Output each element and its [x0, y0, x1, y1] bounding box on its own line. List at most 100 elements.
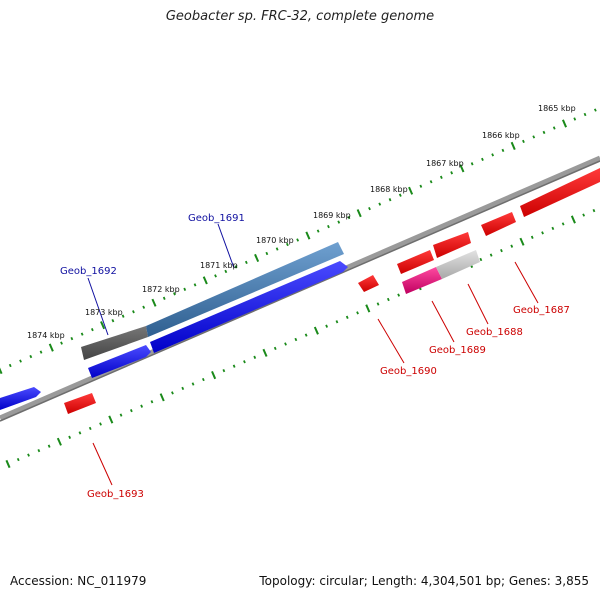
gene-label-1689[interactable]: Geob_1689: [429, 345, 486, 356]
scale-label-1867: 1867 kbp: [426, 159, 464, 168]
gene-forward-1691[interactable]: [150, 261, 348, 353]
lower-scale-tick: [262, 348, 268, 357]
gene-label-1691[interactable]: Geob_1691: [188, 213, 245, 224]
upper-scale-tick: [378, 202, 382, 206]
scale-label-1870: 1870 kbp: [256, 236, 294, 245]
lower-scale-tick: [171, 391, 174, 395]
gene-label-1692[interactable]: Geob_1692: [60, 266, 117, 277]
callout-line-1692: [87, 277, 109, 336]
lower-scale-tick: [592, 208, 596, 213]
lower-scale-tick: [582, 213, 586, 217]
upper-scale-tick: [29, 354, 33, 359]
upper-scale-tick: [80, 332, 84, 336]
lower-scale-tick: [150, 400, 154, 404]
callout-line-1688: [467, 283, 489, 325]
upper-scale-tick: [285, 242, 289, 247]
lower-scale-tick: [119, 413, 123, 417]
gene-reverse-1690[interactable]: [358, 275, 379, 292]
upper-scale-tick: [265, 251, 269, 256]
gene-reverse-1688[interactable]: [436, 250, 480, 279]
lower-scale-tick: [500, 248, 503, 253]
lower-scale-tick: [335, 320, 339, 324]
callout-line-1691: [217, 223, 235, 269]
lower-scale-tick: [313, 326, 319, 335]
lower-scale-tick: [232, 364, 236, 368]
upper-scale-tick: [561, 119, 568, 128]
upper-scale-tick: [202, 276, 208, 285]
lower-scale-tick: [356, 311, 359, 315]
upper-scale-tick: [459, 164, 465, 173]
gene-forward-1692[interactable]: [88, 345, 151, 378]
lower-scale-tick: [253, 355, 257, 359]
scale-label-1868: 1868 kbp: [370, 185, 408, 194]
upper-scale-tick: [132, 310, 135, 314]
lower-scale-tick: [376, 302, 380, 306]
gene-reverse-b[interactable]: [433, 232, 471, 258]
lower-scale-tick: [243, 360, 246, 364]
upper-scale-tick: [254, 253, 260, 263]
upper-scale-tick: [48, 343, 54, 352]
lower-scale-tick: [222, 369, 226, 373]
lower-scale-tick: [510, 244, 514, 248]
upper-scale-tick: [0, 367, 3, 375]
upper-scale-tick: [552, 126, 556, 130]
upper-scale-tick: [151, 298, 157, 307]
upper-scale-tick: [142, 305, 146, 309]
accession-label: Accession: NC_011979: [10, 574, 147, 588]
lower-scale-tick: [397, 293, 401, 297]
upper-scale-tick: [90, 328, 94, 332]
upper-scale-tick: [296, 238, 300, 242]
selected-feature-upper: [81, 242, 344, 360]
scale-label-1865: 1865 kbp: [538, 104, 576, 113]
gene-label-1693[interactable]: Geob_1693: [87, 489, 144, 500]
upper-scale-tick: [275, 247, 279, 251]
genome-summary: Topology: circular; Length: 4,304,501 bp…: [259, 574, 589, 588]
callout-line-1687: [514, 261, 539, 304]
gene-label-1687[interactable]: Geob_1687: [513, 305, 570, 316]
forward-genes: [0, 261, 348, 410]
upper-scale-tick: [8, 363, 12, 368]
gene-reverse-1687[interactable]: [520, 168, 600, 217]
genome-backbone-shadow: [0, 160, 600, 422]
lower-scale-tick: [365, 304, 371, 313]
lower-scale-tick: [47, 444, 51, 448]
upper-scale-tick: [173, 292, 176, 296]
scale-label-1873: 1873 kbp: [85, 308, 123, 317]
selected-gene-1691[interactable]: [146, 242, 344, 337]
reverse-genes: [64, 168, 600, 414]
upper-scale-tick: [491, 153, 495, 157]
scale-label-1874: 1874 kbp: [27, 331, 65, 340]
upper-scale-tick: [347, 215, 351, 220]
lower-scale-tick: [5, 459, 11, 469]
upper-scale-tick: [183, 287, 187, 291]
lower-scale-tick: [68, 435, 72, 439]
gene-reverse-1689[interactable]: [402, 267, 442, 294]
upper-scale-tick: [368, 207, 371, 211]
gene-forward-left-edge[interactable]: [0, 387, 41, 410]
lower-scale-tick: [78, 431, 82, 435]
gene-reverse-1693[interactable]: [64, 393, 96, 414]
gene-label-1688[interactable]: Geob_1688: [466, 327, 523, 338]
upper-scale-tick: [214, 274, 217, 278]
selected-gene-1692[interactable]: [81, 326, 148, 360]
upper-scale-tick: [19, 359, 22, 363]
upper-scale-tick: [193, 283, 197, 287]
gene-reverse-a[interactable]: [397, 250, 434, 274]
lower-scale-tick: [345, 315, 349, 319]
gene-reverse-c[interactable]: [481, 212, 516, 236]
gene-label-1690[interactable]: Geob_1690: [380, 366, 437, 377]
lower-scale-tick: [304, 333, 308, 337]
upper-scale-tick: [388, 198, 392, 202]
scale-ticks-upper: [0, 108, 597, 375]
upper-scale-tick: [60, 341, 63, 345]
upper-scale-tick: [470, 162, 474, 166]
upper-scale-tick: [327, 224, 330, 229]
callout-line-1693: [92, 442, 113, 486]
lower-scale-tick: [159, 393, 165, 402]
callout-line-1689: [431, 300, 455, 343]
upper-scale-tick: [70, 336, 74, 341]
upper-scale-tick: [481, 157, 484, 161]
lower-scale-tick: [27, 453, 30, 457]
